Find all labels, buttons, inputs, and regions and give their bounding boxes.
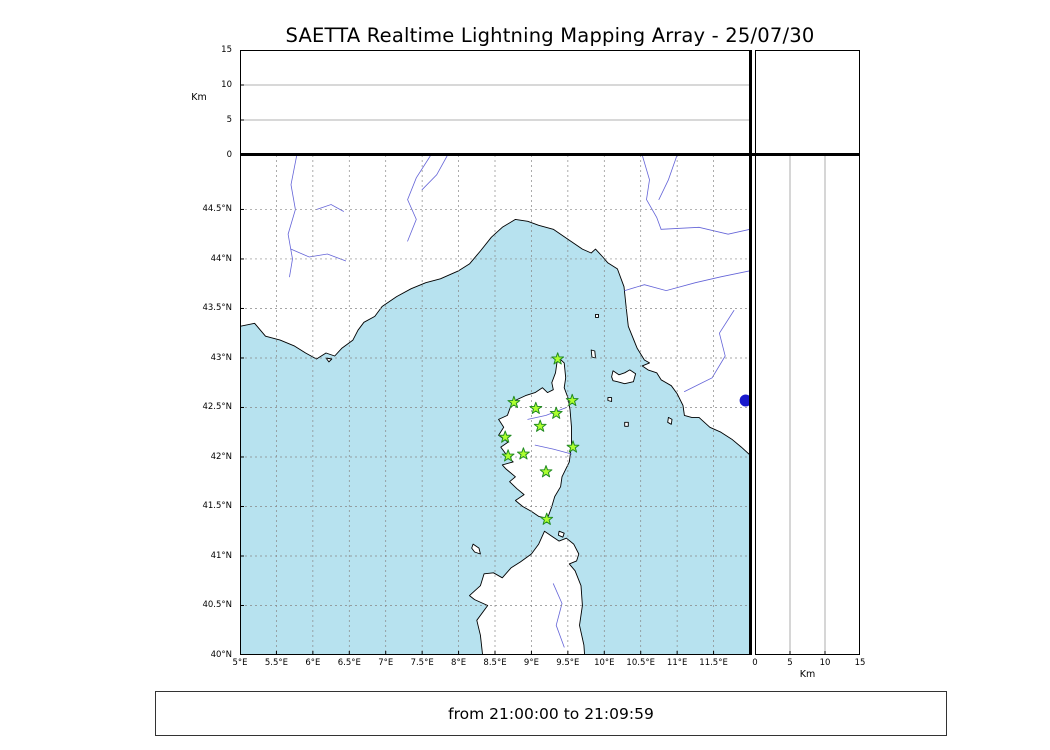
tick-label: 42°N: [210, 451, 232, 462]
station-star-marker: [565, 393, 579, 407]
thick-frame-vertical: [749, 50, 752, 655]
altitude-axis-labels-bottom: 0 5 10 15: [752, 656, 865, 670]
altitude-axis-unit-left: Km: [191, 92, 207, 103]
river-line: [684, 310, 735, 392]
tick-label: 5: [226, 115, 232, 125]
tick-label: 6.5°E: [337, 658, 361, 668]
landmass: [471, 543, 481, 555]
tick-label: 10: [819, 658, 831, 668]
river-line: [316, 204, 344, 212]
landmass: [469, 530, 586, 655]
station-star-marker: [533, 419, 547, 432]
tick-label: 11°E: [666, 658, 688, 668]
tick-label: 5: [787, 658, 793, 668]
page-title: SAETTA Realtime Lightning Mapping Array …: [285, 24, 815, 47]
tick-label: 41.5°N: [202, 501, 232, 512]
station-star-marker: [507, 395, 521, 408]
river-line: [290, 248, 346, 262]
tick-label: 7.5°E: [410, 658, 434, 668]
landmass: [667, 416, 673, 425]
tick-label: 44.5°N: [202, 204, 232, 215]
station-star-marker: [498, 430, 512, 443]
corner-plot: [755, 50, 860, 155]
tick-label: 0: [226, 150, 232, 160]
station-star-marker: [540, 512, 554, 525]
altitude-latitude-plot: [755, 155, 860, 655]
panel-border: [240, 50, 750, 155]
corner-panel: [755, 50, 860, 155]
station-star-marker: [549, 406, 563, 419]
station-star-marker: [529, 401, 543, 414]
station-star-marker: [501, 449, 515, 462]
panel-border: [755, 155, 860, 655]
altitude-axis-unit-bottom: Km: [799, 669, 816, 680]
tick-label: 42.5°N: [202, 402, 232, 413]
tick-label: 5°E: [232, 658, 248, 668]
tick-label: 5.5°E: [264, 658, 288, 668]
tick-label: 9.5°E: [556, 658, 580, 668]
tick-label: 9°E: [523, 658, 539, 668]
landmass: [607, 397, 613, 402]
latitude-axis-labels: 40°N 40.5°N 41°N 41.5°N 42°N 42.5°N 43°N 43.5°N…: [188, 155, 234, 660]
geographic-map: [240, 155, 750, 655]
landmass: [611, 369, 637, 385]
landmass: [590, 349, 596, 359]
tick-label: 8°E: [451, 658, 467, 668]
landmass: [624, 421, 629, 427]
tick-label: 6°E: [305, 658, 321, 668]
river-line: [421, 155, 448, 191]
longitude-axis-labels: 5°E 5.5°E 6°E 6.5°E 7°E 7.5°E 8°E 8.5°E 9°E 9.5°E…: [232, 656, 750, 670]
tick-label: 10.5°E: [626, 658, 655, 668]
river-line: [534, 444, 572, 455]
station-star-marker: [566, 440, 580, 453]
tick-label: 44°N: [210, 253, 232, 264]
landmass: [240, 155, 750, 456]
altitude-longitude-plot: [240, 50, 750, 155]
tick-label: 40.5°N: [202, 600, 232, 611]
tick-label: 11.5°E: [699, 658, 728, 668]
altitude-latitude-panel: [755, 155, 860, 655]
station-star-marker: [539, 465, 553, 478]
river-line: [641, 155, 662, 230]
tick-label: 43°N: [210, 352, 232, 363]
map-panel: [240, 155, 750, 655]
tick-label: 0: [752, 658, 758, 668]
landmass: [595, 313, 599, 318]
river-line: [624, 270, 750, 292]
landmass: [325, 357, 333, 363]
panel-border: [755, 50, 860, 155]
tick-label: 10: [221, 80, 232, 90]
time-range-box: from 21:00:00 to 21:09:59: [155, 691, 947, 736]
tick-label: 40°N: [210, 650, 232, 660]
river-line: [407, 155, 432, 242]
tick-label: 15: [854, 658, 866, 668]
tick-label: 43.5°N: [202, 303, 232, 314]
time-range-text: from 21:00:00 to 21:09:59: [448, 704, 654, 723]
tick-label: 41°N: [210, 550, 232, 561]
landmass: [557, 530, 565, 538]
altitude-longitude-panel: [240, 50, 750, 155]
tick-label: 7°E: [378, 658, 394, 668]
river-line: [287, 155, 298, 278]
river-line: [658, 155, 678, 200]
station-star-marker: [551, 352, 565, 365]
thick-frame-horizontal: [240, 153, 860, 156]
station-star-marker: [517, 447, 530, 460]
river-line: [552, 583, 565, 648]
tick-label: 8.5°E: [483, 658, 507, 668]
river-line: [527, 407, 567, 420]
altitude-axis-labels-left: 0 5 10 15: [188, 45, 234, 160]
lake-marker: [739, 394, 750, 407]
tick-label: 10°E: [594, 658, 615, 668]
tick-label: 15: [221, 45, 232, 55]
